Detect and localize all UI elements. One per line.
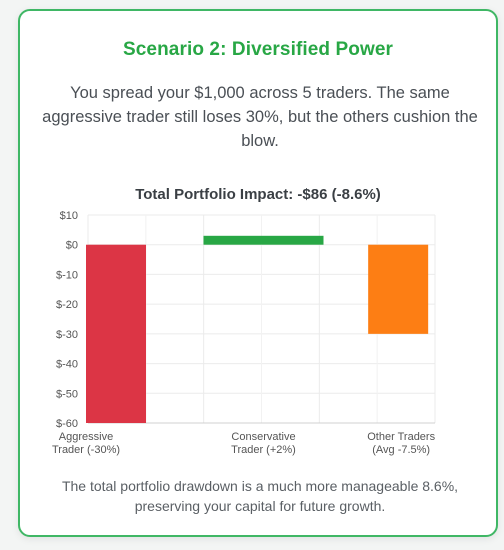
chart-title: Total Portfolio Impact: -$86 (-8.6%)	[135, 186, 381, 203]
summary-footer: The total portfolio drawdown is a much m…	[61, 478, 459, 514]
portfolio-impact-chart: $10$0$-10$-20$-30$-40$-50$-60AggressiveT…	[52, 210, 436, 456]
x-tick-label: (Avg -7.5%)	[372, 444, 430, 456]
scenario-description: You spread your $1,000 across 5 traders.…	[42, 84, 478, 150]
scenario-title: Scenario 2: Diversified Power	[122, 39, 394, 60]
y-tick-label: $-30	[56, 329, 78, 341]
x-tick-label: Conservative	[231, 431, 295, 443]
scenario-card: Scenario 2: Diversified Power You spread…	[18, 9, 498, 537]
y-tick-label: $-10	[56, 269, 78, 281]
y-tick-label: $-20	[56, 299, 78, 311]
x-tick-label: Trader (-30%)	[52, 444, 120, 456]
x-tick-label: Other Traders	[367, 431, 435, 443]
x-tick-label: Aggressive	[59, 431, 113, 443]
bar	[86, 244, 146, 423]
y-tick-label: $0	[66, 240, 78, 252]
y-tick-label: $-60	[56, 418, 78, 430]
y-tick-label: $-50	[56, 388, 78, 400]
bar	[368, 244, 429, 334]
y-tick-label: $-40	[56, 359, 78, 371]
bar	[203, 235, 324, 245]
y-tick-label: $10	[60, 210, 78, 222]
x-tick-label: Trader (+2%)	[231, 444, 296, 456]
